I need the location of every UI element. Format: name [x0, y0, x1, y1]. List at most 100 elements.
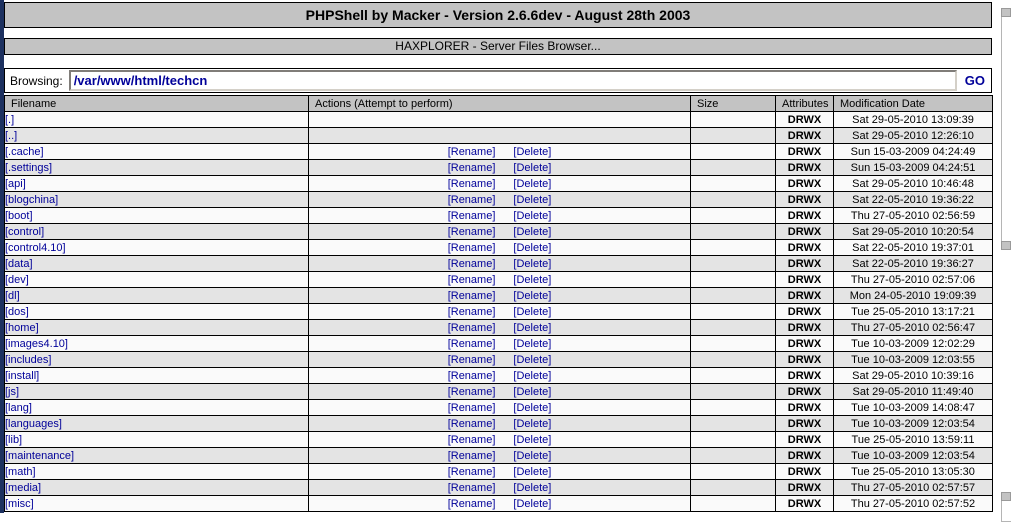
modification-date-cell: Tue 25-05-2010 13:59:11 — [833, 431, 993, 448]
actions-cell: [Rename] [Delete] — [308, 271, 691, 288]
filename-link[interactable]: [images4.10] — [5, 337, 68, 350]
table-row: [lang] [Rename] [Delete] DRWX Tue 10-03-2009… — [4, 399, 993, 416]
filename-link[interactable]: [lang] — [5, 401, 32, 414]
filename-cell: [..] — [4, 127, 309, 144]
delete-link[interactable]: [Delete] — [513, 241, 552, 254]
rename-link[interactable]: [Rename] — [447, 273, 496, 286]
rename-link[interactable]: [Rename] — [447, 321, 496, 334]
rename-link[interactable]: [Rename] — [447, 481, 496, 494]
path-input[interactable] — [68, 70, 957, 91]
delete-link[interactable]: [Delete] — [513, 417, 552, 430]
filename-link[interactable]: [install] — [5, 369, 40, 382]
delete-link[interactable]: [Delete] — [513, 449, 552, 462]
filename-link[interactable]: [.] — [5, 113, 15, 126]
rename-link[interactable]: [Rename] — [447, 401, 496, 414]
modification-date-cell: Sat 29-05-2010 10:46:48 — [833, 175, 993, 192]
rename-link[interactable]: [Rename] — [447, 289, 496, 302]
rename-link[interactable]: [Rename] — [447, 433, 496, 446]
actions-cell: [Rename] [Delete] — [308, 207, 691, 224]
actions-cell — [308, 127, 691, 144]
delete-link[interactable]: [Delete] — [513, 337, 552, 350]
attributes-cell: DRWX — [775, 463, 834, 480]
filename-cell: [data] — [4, 255, 309, 272]
filename-link[interactable]: [data] — [5, 257, 33, 270]
actions-cell: [Rename] [Delete] — [308, 319, 691, 336]
filename-link[interactable]: [control] — [5, 225, 45, 238]
delete-link[interactable]: [Delete] — [513, 193, 552, 206]
rename-link[interactable]: [Rename] — [447, 497, 496, 510]
rename-link[interactable]: [Rename] — [447, 145, 496, 158]
rename-link[interactable]: [Rename] — [447, 353, 496, 366]
rename-link[interactable]: [Rename] — [447, 225, 496, 238]
go-button[interactable]: GO — [964, 73, 985, 88]
table-row: [includes] [Rename] [Delete] DRWX Tue 10-03-… — [4, 351, 993, 368]
actions-cell: [Rename] [Delete] — [308, 479, 691, 496]
size-cell — [690, 463, 776, 480]
delete-link[interactable]: [Delete] — [513, 225, 552, 238]
delete-link[interactable]: [Delete] — [513, 401, 552, 414]
filename-link[interactable]: [home] — [5, 321, 39, 334]
delete-link[interactable]: [Delete] — [513, 305, 552, 318]
filename-link[interactable]: [boot] — [5, 209, 33, 222]
table-row: [math] [Rename] [Delete] DRWX Tue 25-05-2010… — [4, 463, 993, 480]
rename-link[interactable]: [Rename] — [447, 337, 496, 350]
actions-cell: [Rename] [Delete] — [308, 175, 691, 192]
size-cell — [690, 159, 776, 176]
delete-link[interactable]: [Delete] — [513, 257, 552, 270]
rename-link[interactable]: [Rename] — [447, 161, 496, 174]
rename-link[interactable]: [Rename] — [447, 193, 496, 206]
table-row: [misc] [Rename] [Delete] DRWX Thu 27-05-2010… — [4, 495, 993, 512]
filename-link[interactable]: [control4.10] — [5, 241, 66, 254]
rename-link[interactable]: [Rename] — [447, 417, 496, 430]
modification-date-cell: Sun 15-03-2009 04:24:51 — [833, 159, 993, 176]
delete-link[interactable]: [Delete] — [513, 177, 552, 190]
delete-link[interactable]: [Delete] — [513, 433, 552, 446]
delete-link[interactable]: [Delete] — [513, 289, 552, 302]
delete-link[interactable]: [Delete] — [513, 481, 552, 494]
filename-link[interactable]: [includes] — [5, 353, 52, 366]
rename-link[interactable]: [Rename] — [447, 465, 496, 478]
rename-link[interactable]: [Rename] — [447, 369, 496, 382]
modification-date-cell: Mon 24-05-2010 19:09:39 — [833, 287, 993, 304]
size-cell — [690, 207, 776, 224]
attributes-cell: DRWX — [775, 191, 834, 208]
rename-link[interactable]: [Rename] — [447, 177, 496, 190]
rename-link[interactable]: [Rename] — [447, 305, 496, 318]
table-body: [.] DRWX Sat 29-05-2010 13:09:39 [..] DRWX Sa… — [4, 111, 993, 512]
rename-link[interactable]: [Rename] — [447, 385, 496, 398]
delete-link[interactable]: [Delete] — [513, 273, 552, 286]
attributes-cell: DRWX — [775, 383, 834, 400]
filename-link[interactable]: [misc] — [5, 497, 34, 510]
filename-link[interactable]: [dos] — [5, 305, 29, 318]
filename-link[interactable]: [.cache] — [5, 145, 44, 158]
delete-link[interactable]: [Delete] — [513, 497, 552, 510]
filename-link[interactable]: [dl] — [5, 289, 20, 302]
delete-link[interactable]: [Delete] — [513, 161, 552, 174]
filename-link[interactable]: [js] — [5, 385, 20, 398]
rename-link[interactable]: [Rename] — [447, 241, 496, 254]
filename-link[interactable]: [maintenance] — [5, 449, 75, 462]
rename-link[interactable]: [Rename] — [447, 449, 496, 462]
filename-link[interactable]: [api] — [5, 177, 26, 190]
rename-link[interactable]: [Rename] — [447, 257, 496, 270]
filename-link[interactable]: [.settings] — [5, 161, 53, 174]
filename-link[interactable]: [media] — [5, 481, 42, 494]
actions-cell: [Rename] [Delete] — [308, 367, 691, 384]
rename-link[interactable]: [Rename] — [447, 209, 496, 222]
delete-link[interactable]: [Delete] — [513, 385, 552, 398]
filename-link[interactable]: [lib] — [5, 433, 23, 446]
table-row: [.] DRWX Sat 29-05-2010 13:09:39 — [4, 111, 993, 128]
delete-link[interactable]: [Delete] — [513, 145, 552, 158]
delete-link[interactable]: [Delete] — [513, 465, 552, 478]
delete-link[interactable]: [Delete] — [513, 353, 552, 366]
filename-link[interactable]: [math] — [5, 465, 36, 478]
filename-link[interactable]: [blogchina] — [5, 193, 59, 206]
title-bar: PHPShell by Macker - Version 2.6.6dev - … — [4, 2, 992, 28]
delete-link[interactable]: [Delete] — [513, 209, 552, 222]
delete-link[interactable]: [Delete] — [513, 369, 552, 382]
filename-link[interactable]: [dev] — [5, 273, 29, 286]
filename-link[interactable]: [..] — [5, 129, 18, 142]
delete-link[interactable]: [Delete] — [513, 321, 552, 334]
table-row: [maintenance] [Rename] [Delete] DRWX Tue 10-… — [4, 447, 993, 464]
filename-link[interactable]: [languages] — [5, 417, 62, 430]
